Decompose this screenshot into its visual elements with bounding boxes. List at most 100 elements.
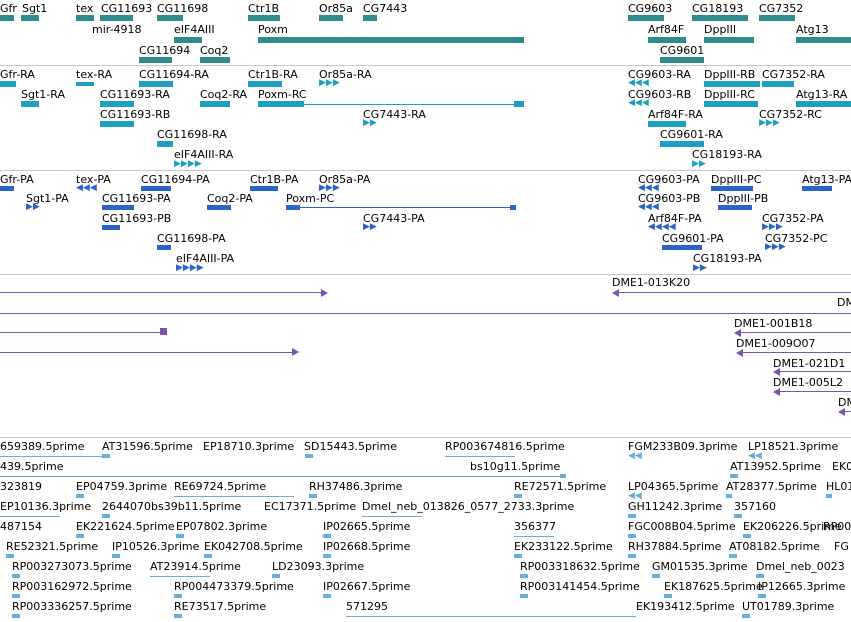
feature-label[interactable]: Atg13	[796, 23, 829, 36]
protein-glyph[interactable]	[286, 205, 300, 210]
feature-label[interactable]: CG11694-RA	[139, 68, 209, 81]
est-glyph[interactable]	[628, 514, 636, 518]
feature-label[interactable]: tex-PA	[76, 173, 111, 186]
feature-label[interactable]: 571295	[346, 600, 388, 613]
est-glyph[interactable]	[76, 494, 84, 498]
feature-label[interactable]: CG7352-PA	[762, 212, 824, 225]
feature-label[interactable]: DME1-009O07	[736, 337, 816, 350]
est-glyph[interactable]	[323, 554, 331, 558]
feature-label[interactable]: Dmel_neb_013826_0577_2733.3prime	[362, 500, 575, 513]
transcript-glyph[interactable]	[762, 81, 794, 87]
est-glyph[interactable]	[102, 514, 110, 518]
feature-label[interactable]: Arf84F-PA	[648, 212, 702, 225]
bac-clone-line[interactable]	[845, 411, 851, 412]
feature-label[interactable]: Ctr1B-PA	[250, 173, 299, 186]
est-glyph[interactable]	[826, 494, 832, 498]
feature-label[interactable]: EK042708.5prime	[204, 540, 303, 553]
feature-label[interactable]: AT31596.5prime	[102, 440, 193, 453]
est-glyph[interactable]	[514, 554, 522, 558]
feature-label[interactable]: CG7352	[759, 2, 804, 15]
est-glyph[interactable]	[628, 534, 636, 538]
protein-glyph[interactable]	[510, 205, 516, 210]
bac-clone-line[interactable]	[780, 391, 851, 392]
est-glyph[interactable]	[743, 534, 751, 538]
est-glyph[interactable]	[102, 454, 110, 458]
gene-glyph[interactable]	[660, 57, 704, 63]
feature-label[interactable]: Poxm	[258, 23, 288, 36]
feature-label[interactable]: EP18710.3prime	[203, 440, 295, 453]
feature-label[interactable]: EK193412.5prime	[636, 600, 735, 613]
bac-clone-line[interactable]	[0, 313, 851, 314]
est-glyph[interactable]	[734, 514, 742, 518]
feature-label[interactable]: EP07802.3prime	[176, 520, 268, 533]
transcript-glyph[interactable]	[157, 141, 173, 147]
est-glyph[interactable]	[309, 494, 317, 498]
feature-label[interactable]: 659389.5prime	[0, 440, 85, 453]
est-glyph[interactable]	[12, 614, 20, 618]
feature-label[interactable]: 487154	[0, 520, 42, 533]
protein-glyph[interactable]	[207, 205, 231, 210]
bac-clone-line[interactable]	[619, 292, 851, 293]
feature-label[interactable]: FGM233B09.3prime	[628, 440, 738, 453]
feature-label[interactable]: Atg13-PA	[802, 173, 851, 186]
feature-label[interactable]: EK206226.5prime	[743, 520, 842, 533]
feature-label[interactable]: Or85a-PA	[319, 173, 371, 186]
feature-label[interactable]: Dmel_neb_0023	[756, 560, 845, 573]
est-line[interactable]	[346, 616, 636, 617]
feature-label[interactable]: mir-4918	[92, 23, 142, 36]
feature-label[interactable]: LD23093.3prime	[272, 560, 365, 573]
gene-glyph[interactable]	[100, 15, 133, 21]
feature-label[interactable]: CG7352-RC	[759, 108, 822, 121]
protein-glyph[interactable]	[102, 205, 134, 210]
feature-label[interactable]: SD15443.5prime	[304, 440, 397, 453]
gene-glyph[interactable]	[796, 37, 851, 43]
feature-label[interactable]: CG11694	[139, 44, 191, 57]
feature-label[interactable]: 323819	[0, 480, 42, 493]
feature-label[interactable]: RP004473379.5prime	[174, 580, 294, 593]
feature-label[interactable]: Gfr-RA	[0, 68, 35, 81]
est-glyph[interactable]	[305, 454, 313, 458]
est-glyph[interactable]	[323, 594, 331, 598]
est-glyph[interactable]	[664, 594, 672, 598]
transcript-glyph[interactable]	[0, 81, 16, 87]
feature-label[interactable]: IP10526.3prime	[112, 540, 200, 553]
est-glyph[interactable]	[76, 534, 84, 538]
est-glyph[interactable]	[174, 594, 182, 598]
feature-label[interactable]: Ctr1B	[248, 2, 280, 15]
est-line[interactable]	[514, 536, 554, 537]
feature-label[interactable]: GM01535.3prime	[652, 560, 748, 573]
est-glyph[interactable]	[204, 554, 212, 558]
bac-clone-line[interactable]	[780, 371, 851, 372]
feature-label[interactable]: CG11693-PA	[102, 192, 171, 205]
feature-label[interactable]: AT08182.5prime	[729, 540, 820, 553]
protein-glyph[interactable]	[102, 225, 120, 230]
feature-label[interactable]: CG18193	[692, 2, 744, 15]
est-glyph[interactable]	[742, 614, 750, 618]
gene-glyph[interactable]	[157, 15, 183, 21]
gene-glyph[interactable]	[692, 15, 748, 21]
protein-glyph[interactable]	[711, 186, 753, 191]
gene-glyph[interactable]	[21, 15, 39, 21]
feature-label[interactable]: CG9603-PA	[638, 173, 700, 186]
feature-label[interactable]: RE73517.5prime	[174, 600, 267, 613]
feature-label[interactable]: RE69724.5prime	[174, 480, 267, 493]
feature-label[interactable]: CG7443-PA	[363, 212, 425, 225]
est-glyph[interactable]	[12, 594, 20, 598]
transcript-glyph[interactable]	[514, 101, 524, 107]
feature-label[interactable]: CG11698-RA	[157, 128, 227, 141]
feature-label[interactable]: IP02665.5prime	[323, 520, 411, 533]
feature-label[interactable]: DM	[838, 396, 851, 409]
feature-label[interactable]: CG11693-RB	[100, 108, 171, 121]
feature-label[interactable]: Coq2-PA	[207, 192, 253, 205]
feature-label[interactable]: DME1-013K20	[612, 276, 691, 289]
feature-label[interactable]: AT28377.5prime	[726, 480, 817, 493]
feature-label[interactable]: EK233122.5prime	[514, 540, 613, 553]
feature-label[interactable]: DME1-021D1	[773, 357, 846, 370]
gene-glyph[interactable]	[258, 37, 524, 43]
feature-label[interactable]: tex-RA	[76, 68, 113, 81]
gene-glyph[interactable]	[319, 15, 343, 21]
feature-label[interactable]: DME1-005L2	[773, 376, 844, 389]
transcript-glyph[interactable]	[200, 101, 230, 107]
feature-label[interactable]: eIF4AIII-RA	[174, 148, 234, 161]
protein-glyph[interactable]	[141, 186, 171, 191]
